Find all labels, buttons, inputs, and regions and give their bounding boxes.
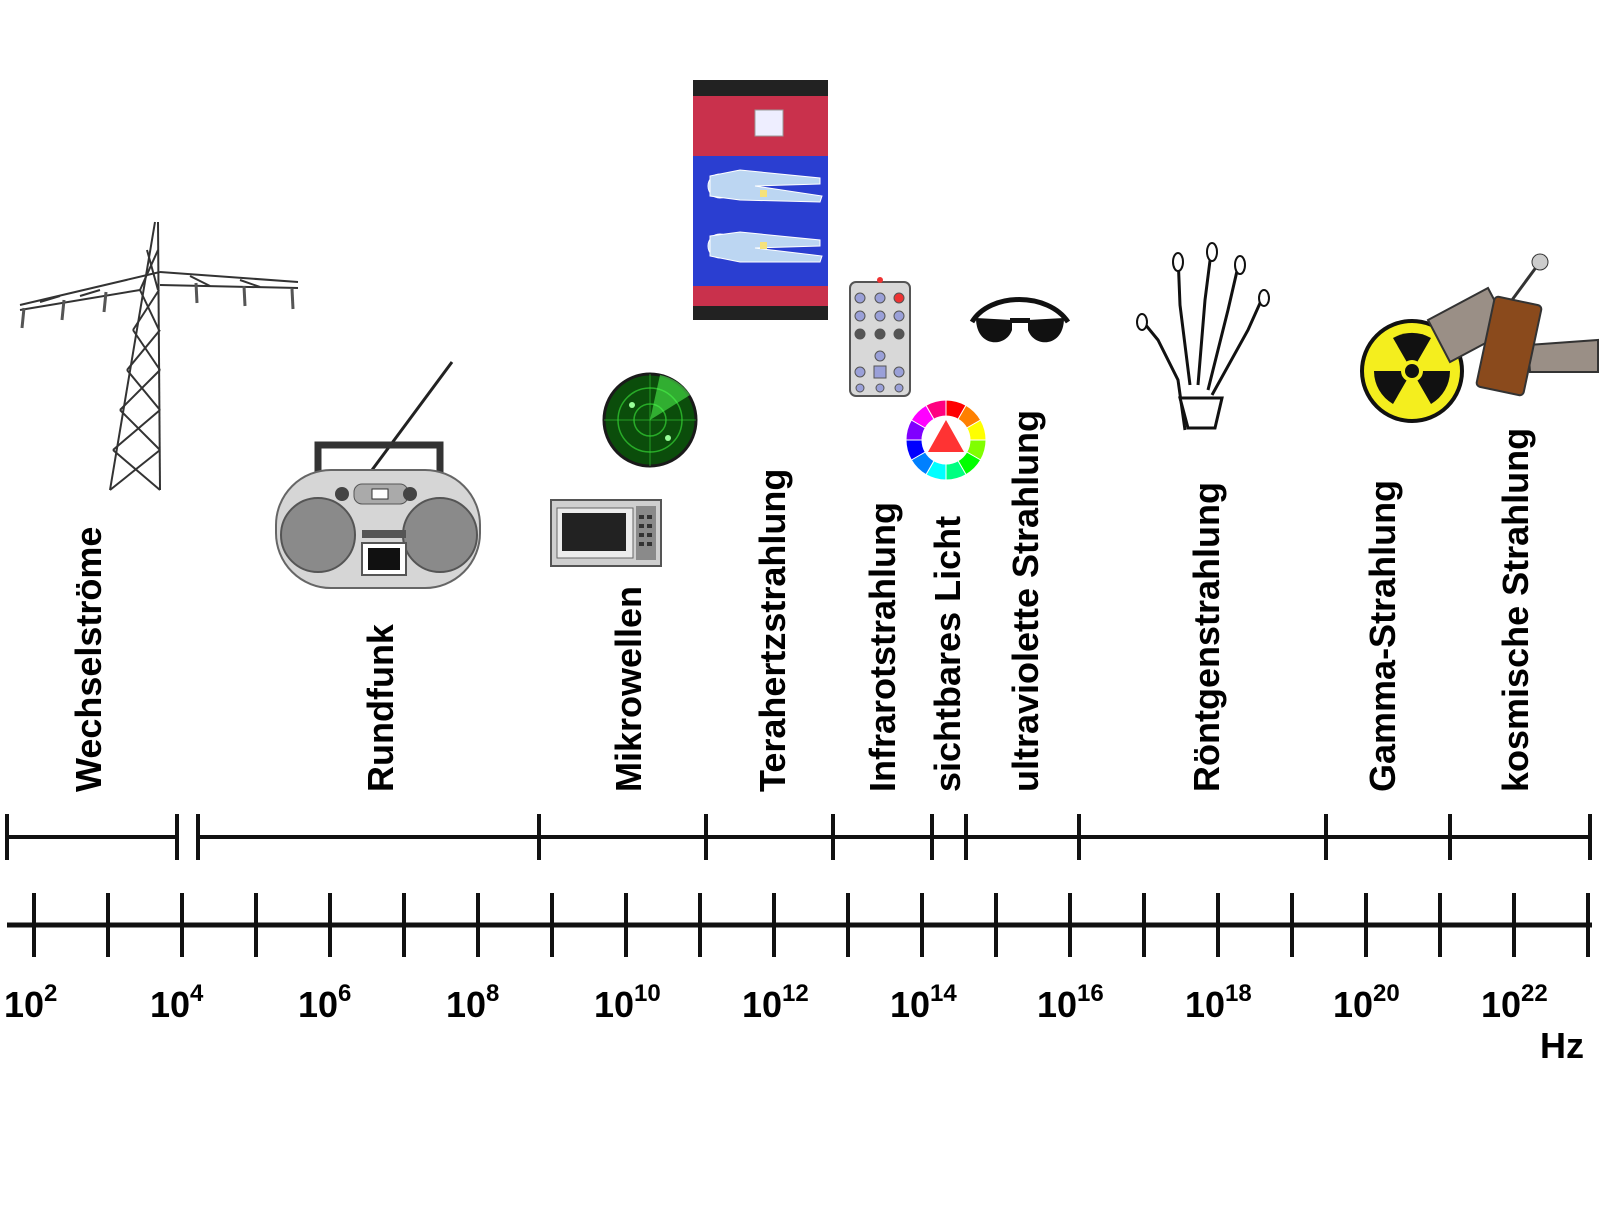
tick-label-10-16: 1016: [1037, 980, 1104, 1025]
unit-label: Hz: [1540, 1025, 1584, 1066]
tick-label-10-2: 102: [4, 980, 57, 1025]
body-scanner-icon: [693, 80, 828, 320]
tick-labels: 102 104 106 108 1010 1012 1014 1016 1018…: [4, 980, 1548, 1025]
band-label-kosmische-strahlung: kosmische Strahlung: [1495, 428, 1536, 792]
radar-screen-icon: [602, 372, 698, 468]
power-pylon-icon: [19, 221, 299, 491]
tick-label-10-22: 1022: [1481, 980, 1548, 1025]
color-wheel-center: [928, 420, 964, 452]
band-label-roentgenstrahlung: Röntgenstrahlung: [1186, 482, 1227, 792]
color-wheel-icon: [905, 399, 987, 481]
frequency-axis: [7, 893, 1592, 957]
tick-label-10-6: 106: [298, 980, 351, 1025]
xray-hand-icon: [1136, 242, 1270, 431]
band-labels: Wechselströme Rundfunk Mikrowellen Terah…: [68, 410, 1536, 792]
band-label-terahertzstrahlung: Terahertzstrahlung: [752, 469, 793, 792]
radiation-symbol-icon: [1360, 319, 1464, 423]
band-label-gamma-strahlung: Gamma-Strahlung: [1362, 480, 1403, 792]
satellite-icon: [1426, 253, 1599, 397]
band-label-wechselstroeme: Wechselströme: [68, 527, 109, 792]
tick-label-10-14: 1014: [890, 980, 957, 1025]
tick-label-10-20: 1020: [1333, 980, 1400, 1025]
band-label-infrarotstrahlung: Infrarotstrahlung: [862, 502, 903, 792]
band-label-ultraviolette-strahlung: ultraviolette Strahlung: [1005, 410, 1046, 792]
tick-label-10-10: 1010: [594, 980, 661, 1025]
band-label-mikrowellen: Mikrowellen: [608, 586, 649, 792]
tick-label-10-4: 104: [150, 980, 204, 1025]
color-wheel-segment: [925, 399, 947, 420]
tick-label-10-8: 108: [446, 980, 499, 1025]
radio-boombox-icon: [275, 361, 481, 589]
band-label-rundfunk: Rundfunk: [360, 623, 401, 792]
band-label-sichtbares-licht: sichtbares Licht: [927, 516, 968, 792]
tick-label-10-12: 1012: [742, 980, 809, 1025]
sunglasses-icon: [969, 297, 1071, 343]
remote-control-icon: [849, 277, 911, 397]
tick-label-10-18: 1018: [1185, 980, 1252, 1025]
microwave-oven-icon: [550, 499, 662, 567]
band-range-line: [5, 814, 1592, 860]
